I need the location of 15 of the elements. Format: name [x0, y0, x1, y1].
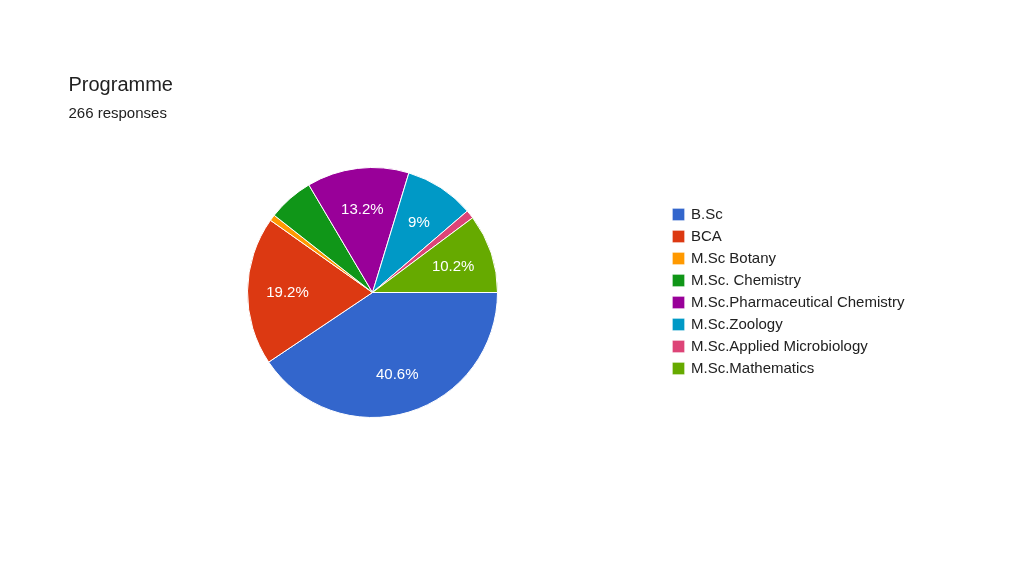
chart-title: Programme [68, 72, 173, 95]
data-label: 40.6% [375, 365, 419, 383]
data-label: 9% [408, 212, 430, 230]
legend-label: M.Sc Botany [691, 249, 777, 266]
data-label: 13.2% [341, 199, 384, 217]
legend-label: B.Sc [691, 205, 723, 222]
data-label: 19.2% [266, 282, 309, 300]
legend-label: BCA [691, 227, 722, 244]
legend-label: M.Sc.Applied Microbiology [691, 337, 868, 354]
data-label: 10.2% [431, 257, 475, 275]
legend-label: M.Sc.Mathematics [691, 359, 815, 376]
legend-label: M.Sc.Pharmaceutical Chemistry [691, 293, 905, 310]
legend-label: M.Sc. Chemistry [691, 271, 802, 288]
text: 266 responses [68, 104, 167, 121]
legend-label: M.Sc.Zoology [691, 315, 783, 332]
